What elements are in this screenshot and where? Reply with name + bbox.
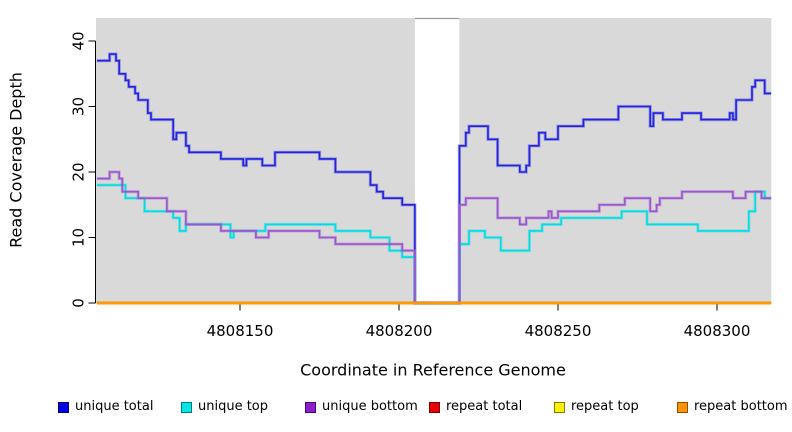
x-tick-label: 4808300 (684, 322, 751, 340)
x-axis-label: Coordinate in Reference Genome (300, 360, 566, 380)
x-tick-label: 4808150 (207, 322, 274, 340)
y-tick-label: 40 (70, 31, 88, 50)
y-tick-label: 20 (70, 162, 88, 181)
y-tick-label: 30 (70, 97, 88, 116)
series-line-unique-bottom (96, 171, 772, 304)
y-tick-label: 10 (70, 228, 88, 247)
y-tick-label: 0 (70, 298, 88, 308)
coverage-gap (414, 18, 460, 303)
y-axis-label: Read Coverage Depth (6, 72, 26, 248)
x-tick-label: 4808200 (366, 322, 433, 340)
x-tick-label: 4808250 (525, 322, 592, 340)
